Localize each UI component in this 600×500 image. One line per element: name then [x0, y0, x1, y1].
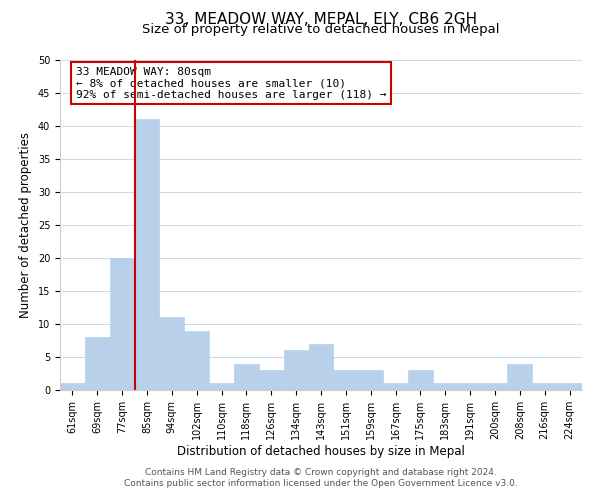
Bar [60, 384, 85, 390]
Bar [184, 330, 209, 390]
Bar [308, 344, 334, 390]
Bar [160, 318, 184, 390]
Bar [358, 370, 383, 390]
X-axis label: Distribution of detached houses by size in Mepal: Distribution of detached houses by size … [177, 444, 465, 458]
Y-axis label: Number of detached properties: Number of detached properties [19, 132, 32, 318]
Text: Size of property relative to detached houses in Mepal: Size of property relative to detached ho… [142, 22, 500, 36]
Bar [508, 364, 532, 390]
Bar [532, 384, 557, 390]
Bar [433, 384, 458, 390]
Bar [334, 370, 358, 390]
Bar [85, 337, 110, 390]
Bar [134, 120, 160, 390]
Bar [209, 384, 234, 390]
Bar [557, 384, 582, 390]
Bar [458, 384, 482, 390]
Bar [284, 350, 308, 390]
Bar [408, 370, 433, 390]
Bar [259, 370, 284, 390]
Text: 33, MEADOW WAY, MEPAL, ELY, CB6 2GH: 33, MEADOW WAY, MEPAL, ELY, CB6 2GH [165, 12, 477, 28]
Text: Contains HM Land Registry data © Crown copyright and database right 2024.
Contai: Contains HM Land Registry data © Crown c… [124, 468, 518, 487]
Bar [482, 384, 508, 390]
Text: 33 MEADOW WAY: 80sqm
← 8% of detached houses are smaller (10)
92% of semi-detach: 33 MEADOW WAY: 80sqm ← 8% of detached ho… [76, 66, 386, 100]
Bar [110, 258, 134, 390]
Bar [383, 384, 408, 390]
Bar [234, 364, 259, 390]
